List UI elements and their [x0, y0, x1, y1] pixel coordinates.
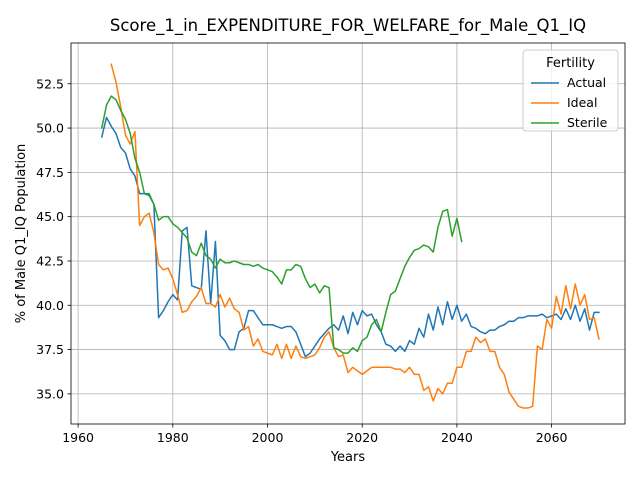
- series-lines: [100, 63, 600, 409]
- y-axis-title: % of Male Q1_IQ Population: [14, 144, 29, 324]
- legend-label-ideal: Ideal: [567, 95, 597, 110]
- legend-label-sterile: Sterile: [567, 115, 608, 130]
- legend-entries: Actual Ideal Sterile: [531, 75, 608, 130]
- x-tick-label: 2060: [536, 430, 568, 445]
- x-tick-label: 1960: [62, 430, 94, 445]
- series-line-actual: [100, 116, 600, 358]
- x-tick-label: 2000: [252, 430, 284, 445]
- y-tick-label: 50.0: [36, 121, 64, 136]
- y-tick-label: 47.5: [36, 165, 64, 180]
- y-tick-label: 52.5: [36, 76, 64, 91]
- plot-frame: [70, 42, 626, 425]
- y-tick-label: 35.0: [36, 386, 64, 401]
- y-tick-label: 40.0: [36, 298, 64, 313]
- series-line-sterile: [100, 95, 463, 354]
- y-tick-label: 37.5: [36, 342, 64, 357]
- y-tick-label: 45.0: [36, 209, 64, 224]
- y-tick-label: 42.5: [36, 253, 64, 268]
- legend: Fertility Actual Ideal Sterile: [522, 49, 619, 132]
- grid: [71, 43, 625, 424]
- x-tick-label: 1980: [157, 430, 189, 445]
- x-tick-label: 2020: [346, 430, 378, 445]
- x-tick-label: 2040: [441, 430, 473, 445]
- series-line-ideal: [110, 63, 600, 409]
- chart-title: Score_1_in_EXPENDITURE_FOR_WELFARE_for_M…: [110, 16, 586, 36]
- y-axis-ticks: 35.0 37.5 40.0 42.5 45.0 47.5 50.0 52.5: [36, 76, 71, 401]
- legend-title: Fertility: [546, 56, 595, 71]
- x-axis-ticks: 1960 1980 2000 2020 2040 2060: [62, 424, 568, 445]
- legend-label-actual: Actual: [567, 75, 606, 90]
- legend-box: [522, 49, 619, 132]
- x-axis-title: Years: [330, 450, 366, 465]
